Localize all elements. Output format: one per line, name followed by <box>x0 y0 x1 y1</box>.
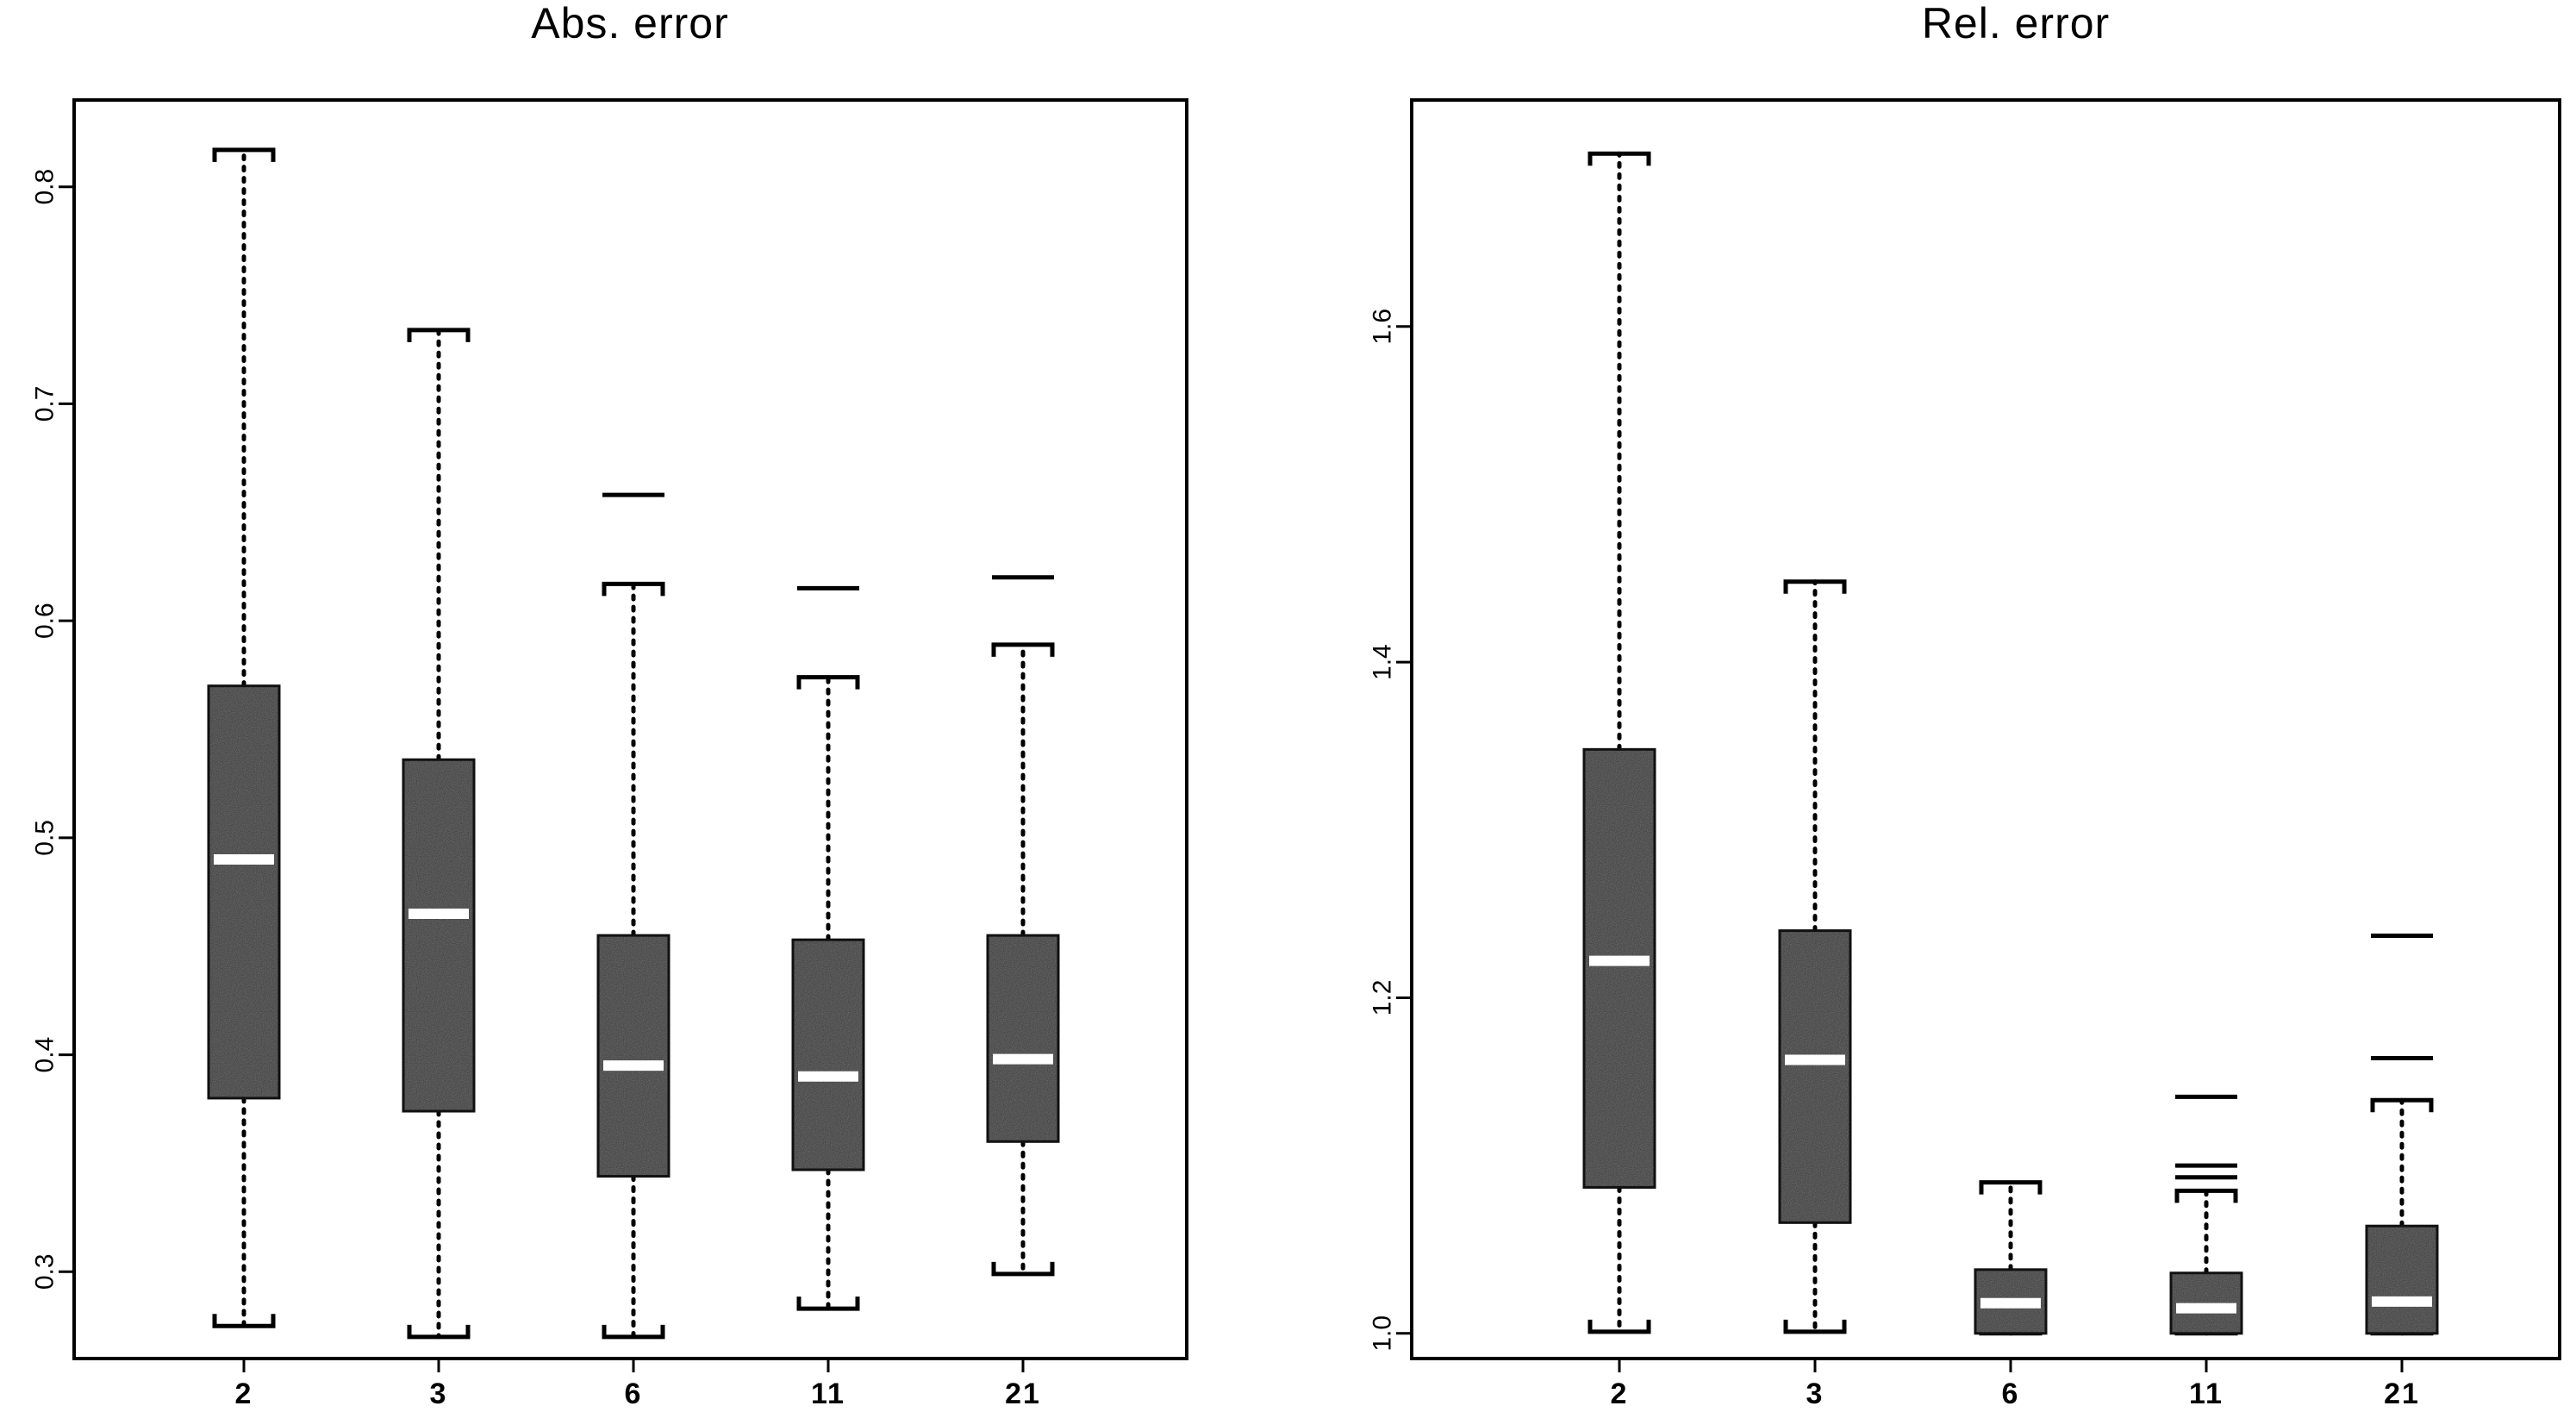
lower-whisker-cap <box>602 1324 665 1340</box>
y-tick-label: 0.6 <box>31 603 59 639</box>
lower-whisker-cap <box>1587 1319 1651 1334</box>
upper-whisker-cap <box>991 642 1055 657</box>
upper-whisker-cap <box>2174 1188 2238 1203</box>
box-3: 3 <box>1778 579 1852 1410</box>
plot-frame <box>72 98 1188 1360</box>
box-11: 11 <box>2169 1094 2243 1410</box>
y-tick-label: 0.4 <box>31 1037 59 1073</box>
y-tick-label: 1.4 <box>1369 644 1397 680</box>
iqr-box <box>1778 929 1852 1224</box>
x-tick-label: 6 <box>2002 1378 2020 1408</box>
iqr-box <box>1582 747 1656 1189</box>
box-6: 6 <box>596 492 671 1410</box>
box-3: 3 <box>402 328 476 1410</box>
x-tick-label: 3 <box>1806 1378 1824 1408</box>
box-11: 11 <box>791 585 865 1410</box>
lower-whisker-cap <box>407 1324 471 1340</box>
upper-whisker-cap <box>1587 151 1651 166</box>
y-tick-label: 1.6 <box>1369 309 1397 345</box>
upper-whisker-cap <box>796 675 860 690</box>
upper-whisker-cap <box>2370 1097 2434 1113</box>
iqr-box <box>2365 1224 2439 1335</box>
upper-whisker-cap <box>212 147 276 162</box>
box-21: 21 <box>2365 933 2439 1410</box>
x-tick-label: 2 <box>235 1378 253 1408</box>
lower-whisker-cap <box>1783 1319 1847 1334</box>
chart-panel-2: Rel. error 1.0 1.2 1.4 1.6 2 3 6 11 21 <box>1369 0 2561 1410</box>
box-21: 21 <box>986 575 1060 1410</box>
chart-title: Rel. error <box>1922 0 2110 47</box>
x-tick-label: 21 <box>2384 1378 2420 1408</box>
y-tick-label: 0.8 <box>31 169 59 205</box>
iqr-box <box>207 684 281 1100</box>
y-tick-label: 1.2 <box>1369 980 1397 1016</box>
y-tick-label: 1.0 <box>1369 1315 1397 1352</box>
box-2: 2 <box>1582 151 1656 1410</box>
box-6: 6 <box>1974 1180 2048 1410</box>
iqr-box <box>791 938 865 1171</box>
chart-title: Abs. error <box>531 0 729 47</box>
iqr-box <box>402 758 476 1113</box>
lower-whisker-cap <box>212 1314 276 1328</box>
chart-panel-1: Abs. error 0.3 0.4 0.5 0.6 0.7 0.8 2 3 6 11 21 <box>31 0 1188 1410</box>
iqr-box <box>596 934 671 1178</box>
lower-whisker-cap <box>991 1261 1055 1277</box>
plot-frame <box>1410 98 2561 1360</box>
y-tick-label: 0.7 <box>31 386 59 422</box>
lower-whisker-cap <box>796 1296 860 1311</box>
x-tick-label: 6 <box>625 1378 643 1408</box>
x-tick-label: 11 <box>2189 1378 2224 1408</box>
iqr-box <box>986 934 1060 1143</box>
upper-whisker-cap <box>602 581 665 597</box>
x-tick-label: 2 <box>1611 1378 1629 1408</box>
upper-whisker-cap <box>1783 579 1847 594</box>
x-tick-label: 21 <box>1005 1378 1041 1408</box>
y-tick-label: 0.3 <box>31 1253 59 1290</box>
upper-whisker-cap <box>1979 1180 2043 1195</box>
y-tick-label: 0.5 <box>31 820 59 856</box>
upper-whisker-cap <box>407 328 471 342</box>
x-tick-label: 3 <box>430 1378 448 1408</box>
x-tick-label: 11 <box>811 1378 845 1408</box>
box-2: 2 <box>207 147 281 1410</box>
